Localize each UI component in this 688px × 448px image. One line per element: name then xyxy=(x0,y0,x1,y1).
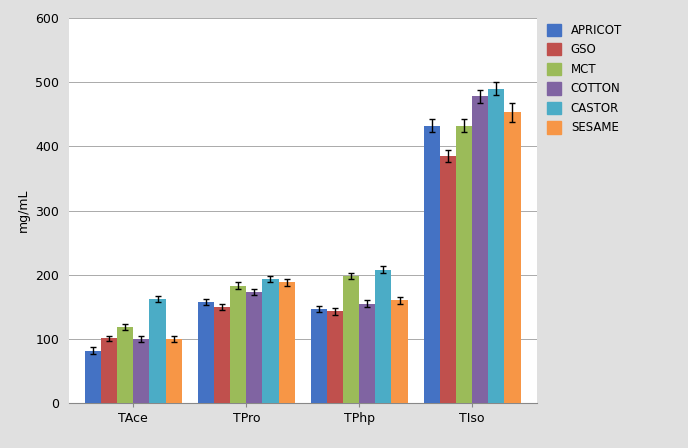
Bar xyxy=(504,112,521,403)
Bar xyxy=(133,339,149,403)
Bar xyxy=(424,126,440,403)
Bar xyxy=(456,126,472,403)
Bar xyxy=(149,299,166,403)
Bar xyxy=(311,309,327,403)
Bar xyxy=(327,311,343,403)
Bar xyxy=(391,301,407,403)
Bar xyxy=(262,279,279,403)
Legend: APRICOT, GSO, MCT, COTTON, CASTOR, SESAME: APRICOT, GSO, MCT, COTTON, CASTOR, SESAM… xyxy=(547,24,622,134)
Bar xyxy=(198,302,214,403)
Bar xyxy=(246,292,262,403)
Bar xyxy=(440,156,456,403)
Bar xyxy=(359,304,376,403)
Y-axis label: mg/mL: mg/mL xyxy=(17,189,30,233)
Bar xyxy=(85,350,101,403)
Bar xyxy=(488,89,504,403)
Bar xyxy=(214,307,230,403)
Bar xyxy=(230,286,246,403)
Bar xyxy=(279,283,294,403)
Bar xyxy=(101,338,117,403)
Bar xyxy=(343,276,359,403)
Bar xyxy=(376,270,391,403)
Bar xyxy=(117,327,133,403)
Bar xyxy=(472,96,488,403)
Bar xyxy=(166,339,182,403)
